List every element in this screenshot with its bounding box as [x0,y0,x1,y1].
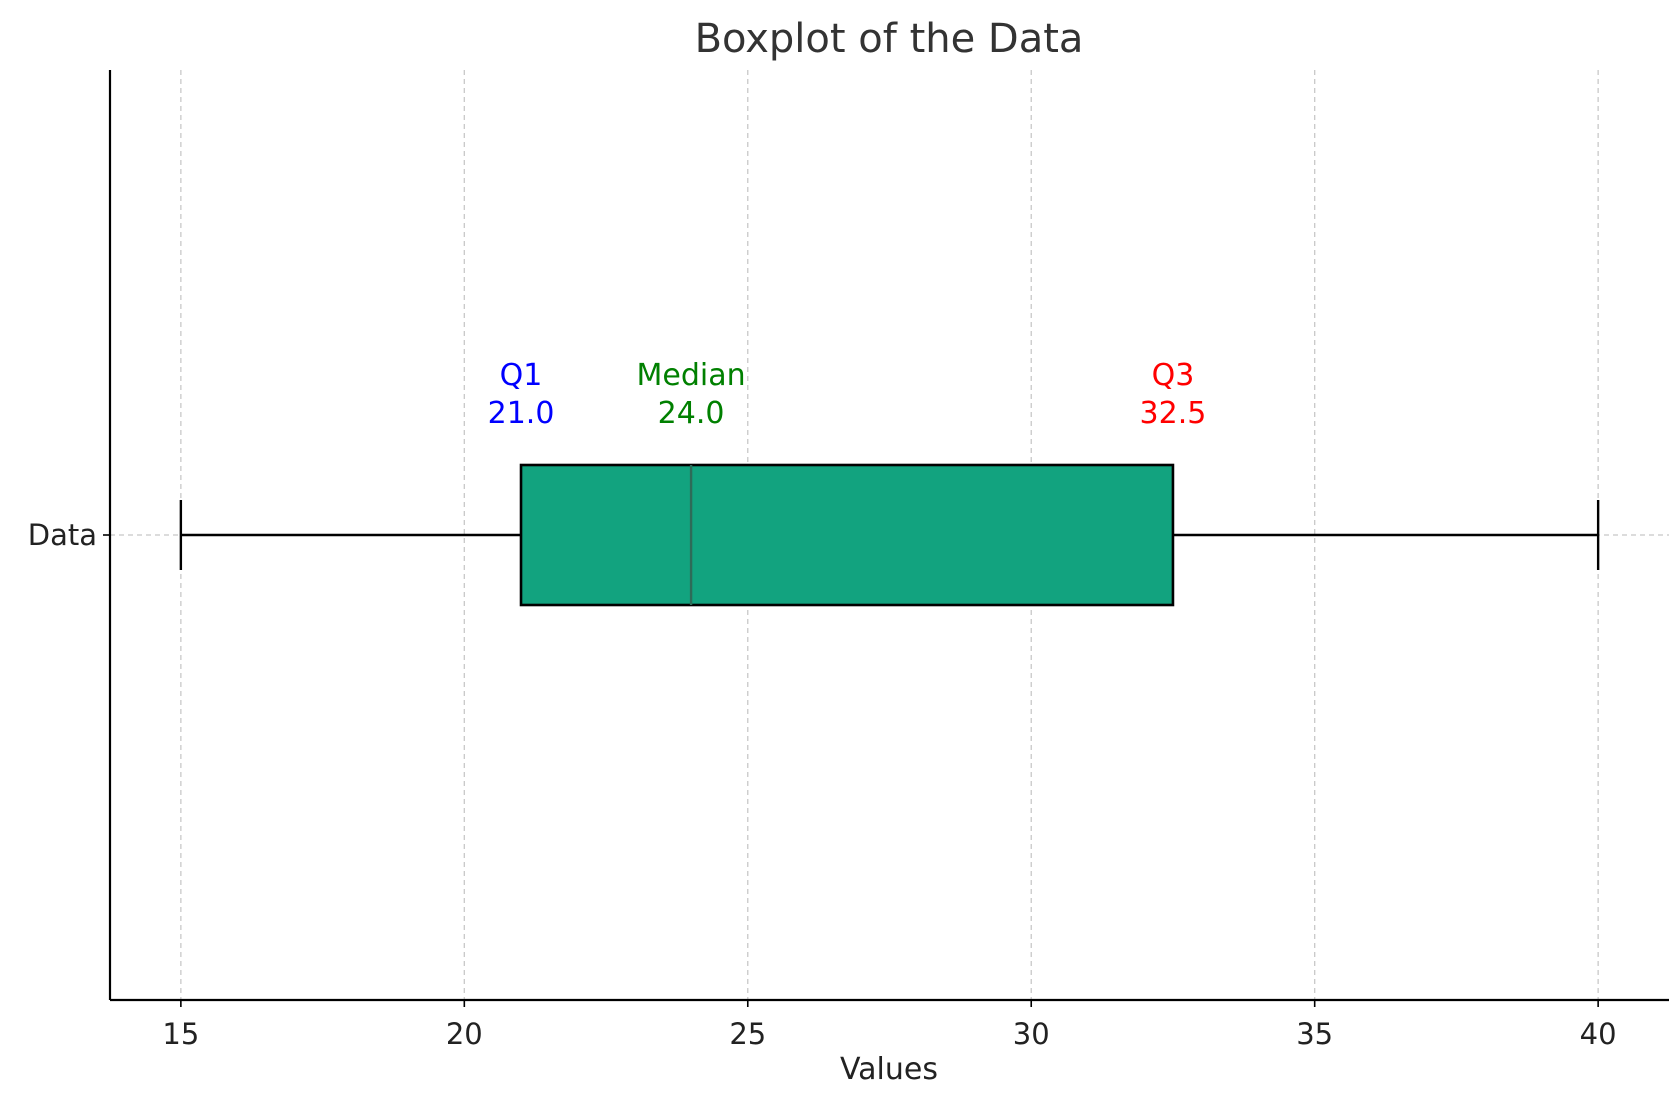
x-tick-label: 30 [1013,1017,1050,1051]
annotation-median-value: 24.0 [658,396,725,431]
x-tick-label: 15 [162,1017,199,1051]
x-tick-label: 20 [446,1017,483,1051]
box-layer [179,463,1600,607]
annotation-q1-value: 21.0 [488,396,555,431]
annotation-q3-name: Q3 [1152,358,1195,393]
chart-title: Boxplot of the Data [695,16,1084,62]
annotation-median-name: Median [637,358,746,393]
x-axis-label: Values [840,1052,938,1087]
iqr-box [519,463,1175,607]
x-tick-label: 35 [1296,1017,1333,1051]
axes-layer: 15 20 25 30 35 40 Data [28,70,1669,1051]
annotation-q3-value: 32.5 [1140,396,1207,431]
x-tick-label: 40 [1580,1017,1617,1051]
y-tick-label: Data [28,518,97,552]
annotation-q1-name: Q1 [500,358,543,393]
x-tick-label: 25 [729,1017,766,1051]
